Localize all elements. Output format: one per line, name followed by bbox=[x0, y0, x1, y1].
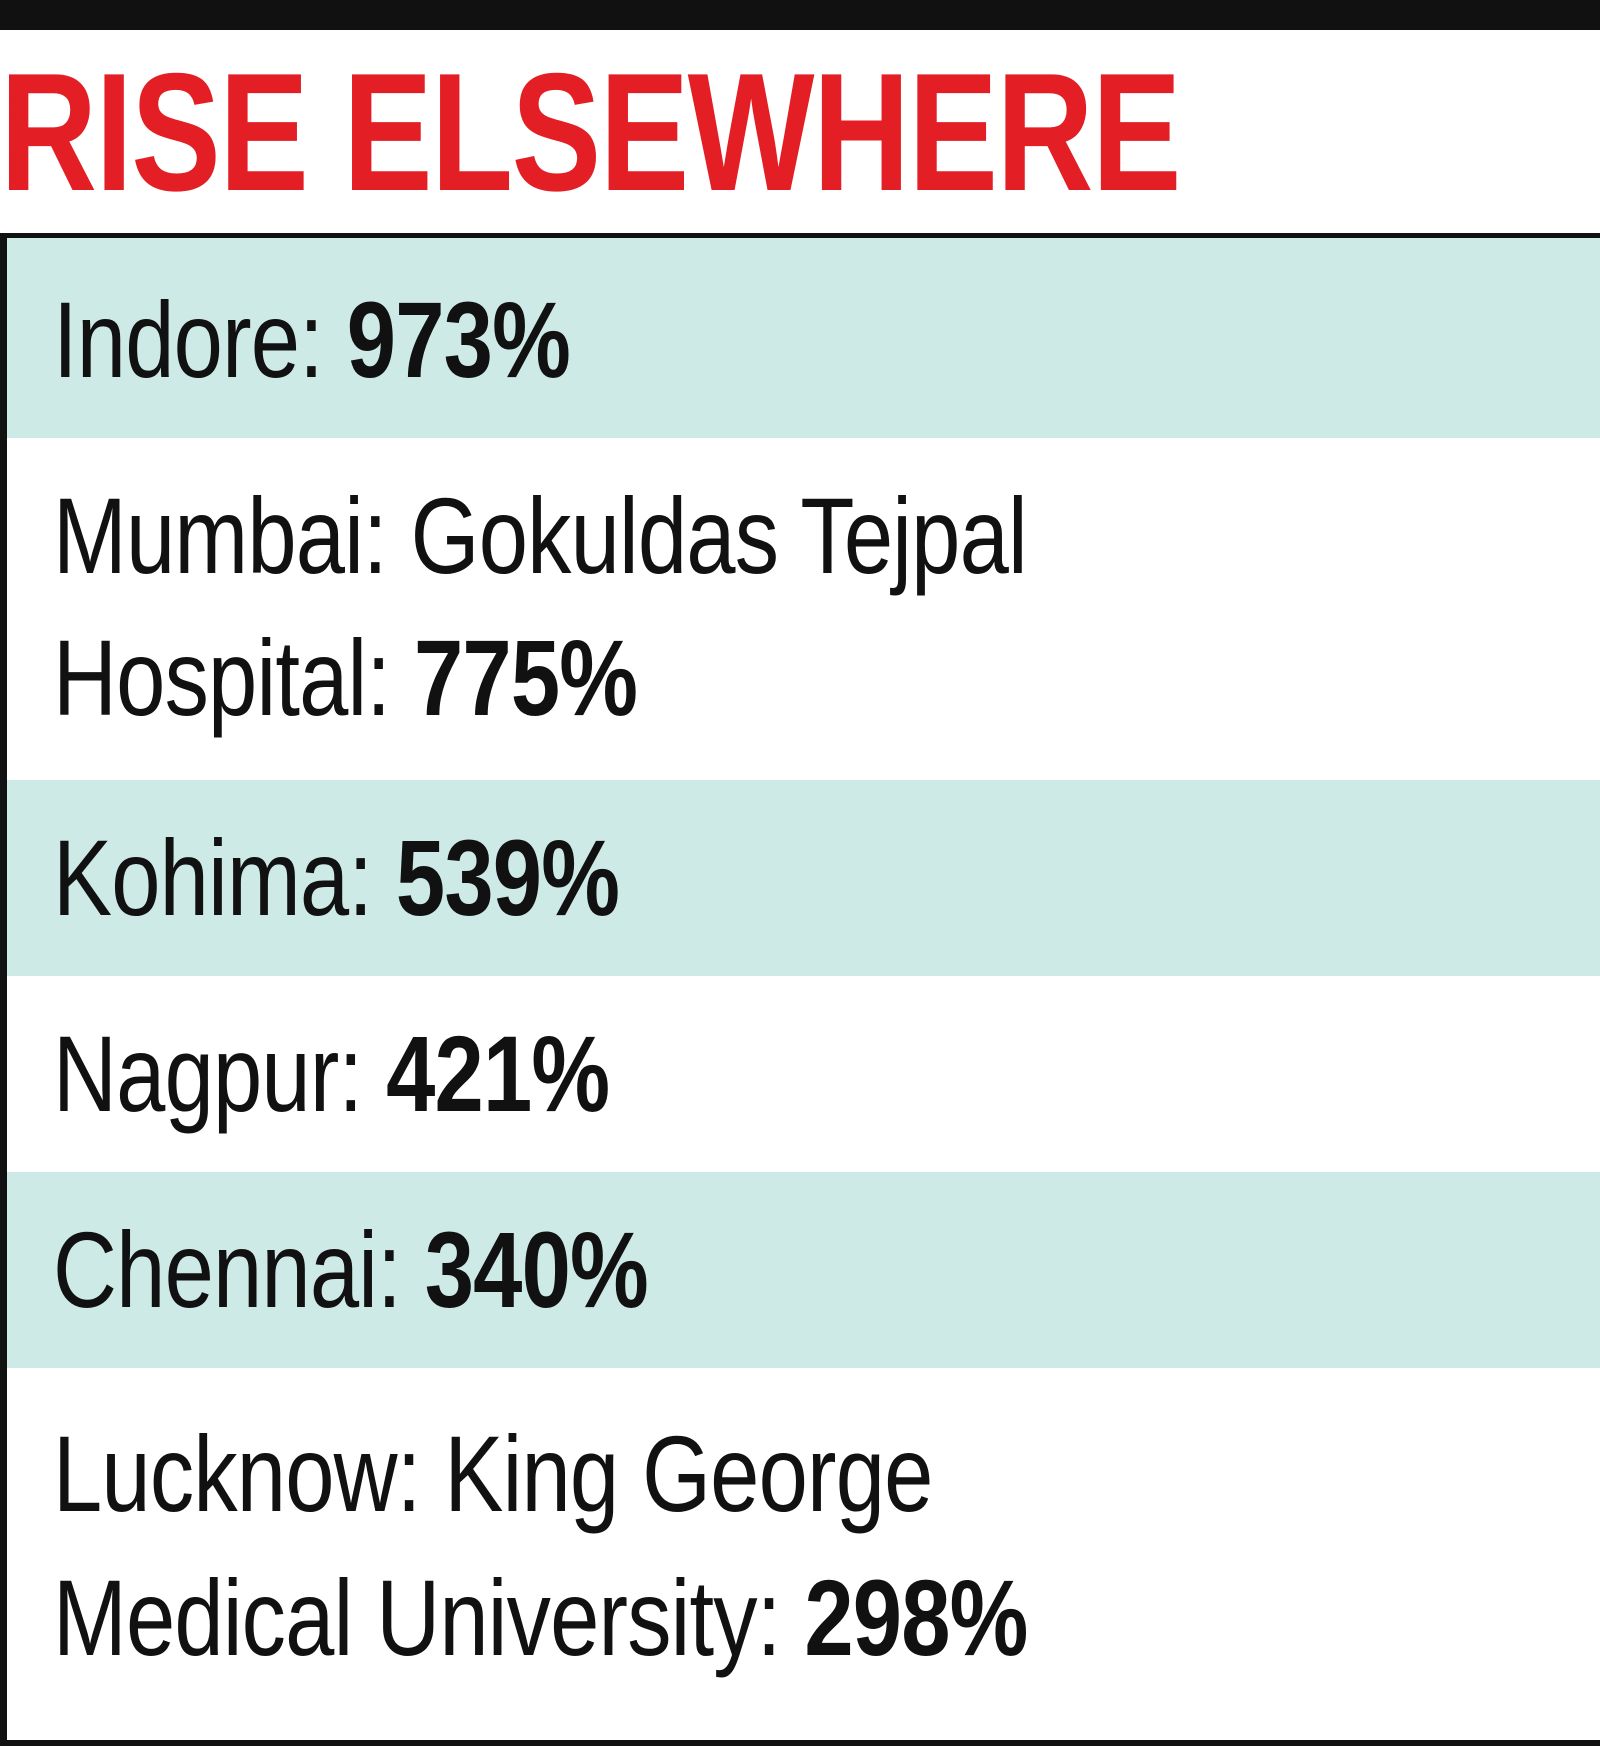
row-label: Hospital: bbox=[53, 617, 414, 738]
row-value: 298% bbox=[804, 1557, 1028, 1678]
table-row-lucknow: Lucknow: King George Medical University:… bbox=[7, 1368, 1600, 1740]
table-row-indore: Indore: 973% bbox=[7, 238, 1600, 438]
row-value: 973% bbox=[346, 279, 571, 400]
table-row-kohima: Kohima: 539% bbox=[7, 780, 1600, 976]
row-label: Chennai: bbox=[53, 1209, 425, 1330]
row-label: Mumbai: Gokuldas Tejpal bbox=[53, 475, 1028, 596]
row-label: Indore: bbox=[53, 279, 347, 400]
top-rule bbox=[0, 0, 1600, 30]
row-value: 340% bbox=[424, 1209, 649, 1330]
row-line: Medical University: 298% bbox=[53, 1550, 1028, 1686]
table-row-mumbai: Mumbai: Gokuldas Tejpal Hospital: 775% bbox=[7, 438, 1600, 780]
page-title: RISE ELSEWHERE bbox=[0, 38, 1182, 226]
row-line: Kohima: 539% bbox=[53, 810, 620, 946]
table-row-nagpur: Nagpur: 421% bbox=[7, 976, 1600, 1172]
row-value: 421% bbox=[386, 1013, 610, 1134]
data-table: Indore: 973% Mumbai: Gokuldas Tejpal Hos… bbox=[0, 233, 1600, 1746]
row-line: Indore: 973% bbox=[53, 272, 571, 408]
table-row-chennai: Chennai: 340% bbox=[7, 1172, 1600, 1368]
row-line: Hospital: 775% bbox=[53, 610, 638, 746]
row-label: Nagpur: bbox=[53, 1013, 387, 1134]
row-value: 775% bbox=[413, 617, 638, 738]
row-line: Chennai: 340% bbox=[53, 1202, 649, 1338]
row-label: Lucknow: King George bbox=[53, 1413, 933, 1534]
row-line: Mumbai: Gokuldas Tejpal bbox=[53, 468, 1028, 604]
row-line: Lucknow: King George bbox=[53, 1406, 933, 1542]
row-value: 539% bbox=[395, 817, 620, 938]
row-label: Medical University: bbox=[53, 1557, 805, 1678]
row-label: Kohima: bbox=[53, 817, 396, 938]
row-line: Nagpur: 421% bbox=[53, 1006, 610, 1142]
